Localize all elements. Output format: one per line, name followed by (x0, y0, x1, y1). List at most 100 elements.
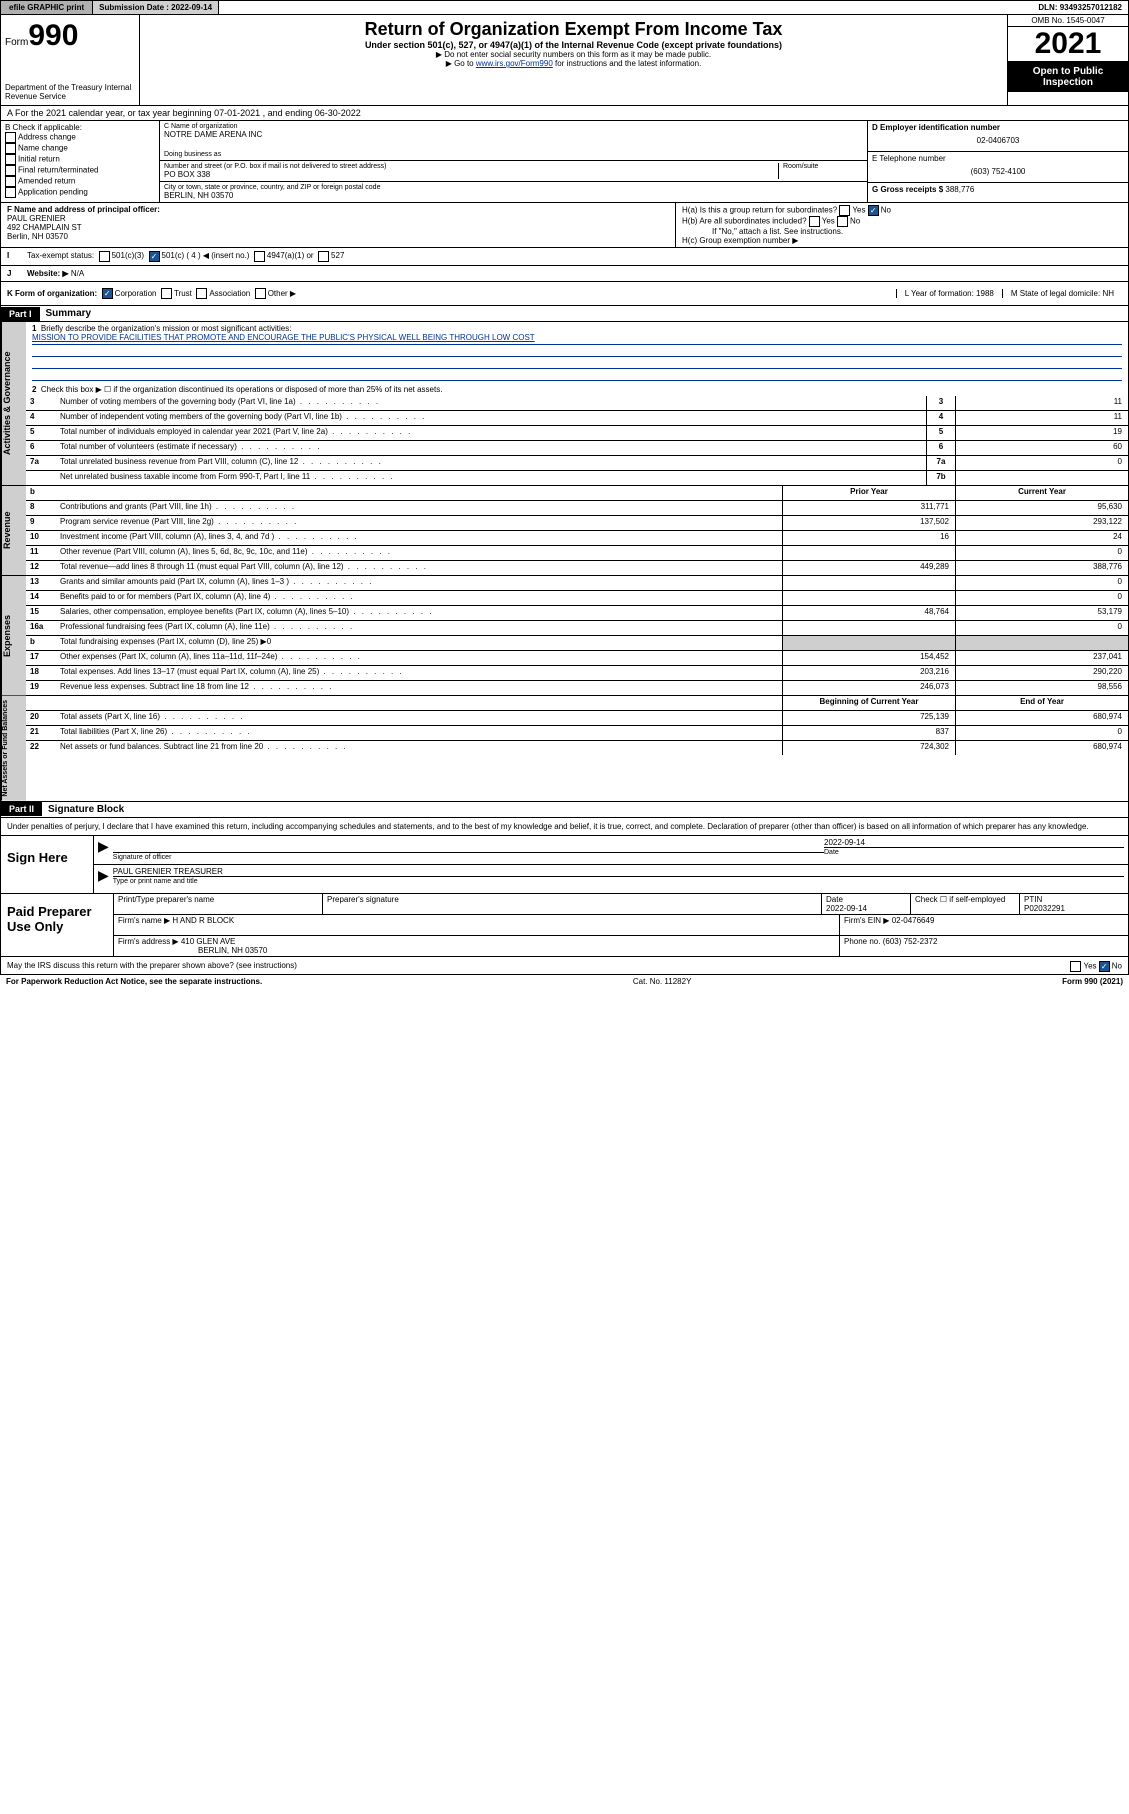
line-5: 5 Total number of individuals employed i… (26, 426, 1128, 441)
may-no[interactable]: ✓ (1099, 961, 1110, 972)
may-discuss: May the IRS discuss this return with the… (7, 961, 297, 970)
org-address: PO BOX 338 (164, 170, 778, 179)
row-a-tax-year: A For the 2021 calendar year, or tax yea… (0, 106, 1129, 121)
tab-revenue: Revenue (1, 486, 26, 575)
check-501c3[interactable] (99, 251, 110, 262)
l-year: L Year of formation: 1988 (896, 289, 1002, 298)
row-j-website: J Website: ▶ N/A (0, 266, 1129, 282)
check-corp[interactable]: ✓ (102, 288, 113, 299)
ha-no[interactable]: ✓ (868, 205, 879, 216)
hdr-prior: Prior Year (782, 486, 955, 500)
form-label: Form (5, 37, 28, 48)
check-501c[interactable]: ✓ (149, 251, 160, 262)
line-14: 14 Benefits paid to or for members (Part… (26, 591, 1128, 606)
gross-label: G Gross receipts $ (872, 185, 943, 194)
row-k-form-org: K Form of organization: ✓Corporation Tru… (0, 282, 1129, 306)
hb-yes[interactable] (809, 216, 820, 227)
m-state: M State of legal domicile: NH (1002, 289, 1122, 298)
check-assoc[interactable] (196, 288, 207, 299)
line-12: 12 Total revenue—add lines 8 through 11 … (26, 561, 1128, 575)
q1-label: Briefly describe the organization's miss… (41, 324, 292, 333)
sig-officer-label: Signature of officer (113, 852, 824, 861)
officer-name: PAUL GRENIER (7, 214, 669, 223)
officer-addr2: Berlin, NH 03570 (7, 232, 669, 241)
prep-date: 2022-09-14 (826, 904, 867, 913)
hb-no[interactable] (837, 216, 848, 227)
line-10: 10 Investment income (Part VIII, column … (26, 531, 1128, 546)
section-b-to-g: B Check if applicable: Address change Na… (0, 121, 1129, 203)
dept-label: Department of the Treasury Internal Reve… (5, 83, 135, 101)
check-pending[interactable] (5, 187, 16, 198)
officer-type-label: Type or print name and title (113, 876, 1124, 885)
part2-title: Signature Block (42, 802, 130, 817)
tab-expenses: Expenses (1, 576, 26, 695)
line-6: 6 Total number of volunteers (estimate i… (26, 441, 1128, 456)
room-label: Room/suite (783, 163, 863, 170)
dba-label: Doing business as (164, 151, 863, 158)
firm-ein: 02-0476649 (892, 916, 935, 925)
j-label: Website: ▶ (27, 269, 69, 278)
line-4: 4 Number of independent voting members o… (26, 411, 1128, 426)
check-initial[interactable] (5, 154, 16, 165)
check-trust[interactable] (161, 288, 172, 299)
firm-addr1: 410 GLEN AVE (181, 937, 236, 946)
sign-here-label: Sign Here (1, 836, 93, 893)
firm-phone: (603) 752-2372 (883, 937, 938, 946)
check-address[interactable] (5, 132, 16, 143)
firm-name: H AND R BLOCK (172, 916, 234, 925)
tab-governance: Activities & Governance (1, 322, 26, 485)
signature-block: Under penalties of perjury, I declare th… (0, 818, 1129, 975)
check-amended[interactable] (5, 176, 16, 187)
perjury-declaration: Under penalties of perjury, I declare th… (1, 818, 1128, 835)
ein-label: D Employer identification number (872, 123, 1124, 132)
hb-label: H(b) Are all subordinates included? (682, 217, 807, 226)
irs-link[interactable]: www.irs.gov/Form990 (476, 59, 553, 68)
ptin: P02032291 (1024, 904, 1065, 913)
ha-yes[interactable] (839, 205, 850, 216)
summary-revenue: Revenue b Prior Year Current Year 8 Cont… (0, 486, 1129, 576)
prep-name-label: Print/Type preparer's name (114, 894, 323, 914)
tab-net-assets: Net Assets or Fund Balances (1, 696, 26, 801)
line-17: 17 Other expenses (Part IX, column (A), … (26, 651, 1128, 666)
efile-print-button[interactable]: efile GRAPHIC print (1, 1, 93, 14)
line-22: 22 Net assets or fund balances. Subtract… (26, 741, 1128, 755)
col-c-org: C Name of organization NOTRE DAME ARENA … (160, 121, 868, 202)
part1-title: Summary (40, 306, 98, 321)
check-527[interactable] (318, 251, 329, 262)
may-yes[interactable] (1070, 961, 1081, 972)
part2-badge: Part II (1, 802, 42, 816)
note-link: ▶ Go to www.irs.gov/Form990 for instruct… (144, 59, 1003, 68)
arrow-icon: ▶ (98, 838, 113, 862)
line-13: 13 Grants and similar amounts paid (Part… (26, 576, 1128, 591)
summary-expenses: Expenses 13 Grants and similar amounts p… (0, 576, 1129, 696)
summary-net-assets: Net Assets or Fund Balances Beginning of… (0, 696, 1129, 802)
submission-date: Submission Date : 2022-09-14 (93, 1, 219, 14)
paperwork-notice: For Paperwork Reduction Act Notice, see … (6, 977, 262, 986)
hc-label: H(c) Group exemption number ▶ (682, 236, 1122, 245)
row-i-tax-status: I Tax-exempt status: 501(c)(3) ✓501(c) (… (0, 248, 1129, 266)
form-number: 990 (28, 19, 78, 52)
ein: 02-0406703 (872, 132, 1124, 149)
b-title: B Check if applicable: (5, 123, 155, 132)
check-other[interactable] (255, 288, 266, 299)
summary-governance: Activities & Governance 1 Briefly descri… (0, 322, 1129, 486)
website-value: N/A (71, 269, 84, 278)
line-9: 9 Program service revenue (Part VIII, li… (26, 516, 1128, 531)
col-b-checkboxes: B Check if applicable: Address change Na… (1, 121, 160, 202)
mission-text: MISSION TO PROVIDE FACILITIES THAT PROMO… (32, 333, 1122, 345)
officer-printed: PAUL GRENIER TREASURER (113, 867, 1124, 876)
line-15: 15 Salaries, other compensation, employe… (26, 606, 1128, 621)
city-label: City or town, state or province, country… (164, 184, 863, 191)
form-ref: Form 990 (2021) (1062, 977, 1123, 986)
check-final[interactable] (5, 165, 16, 176)
check-name[interactable] (5, 143, 16, 154)
telephone: (603) 752-4100 (872, 163, 1124, 180)
dln: DLN: 93493257012182 (1032, 1, 1128, 14)
check-4947[interactable] (254, 251, 265, 262)
sig-date: 2022-09-14 (824, 838, 1124, 847)
part2-header: Part II Signature Block (0, 802, 1129, 818)
tel-label: E Telephone number (872, 154, 1124, 163)
line-8: 8 Contributions and grants (Part VIII, l… (26, 501, 1128, 516)
c-name-label: C Name of organization (164, 123, 863, 130)
check-self-employed: Check ☐ if self-employed (911, 894, 1020, 914)
